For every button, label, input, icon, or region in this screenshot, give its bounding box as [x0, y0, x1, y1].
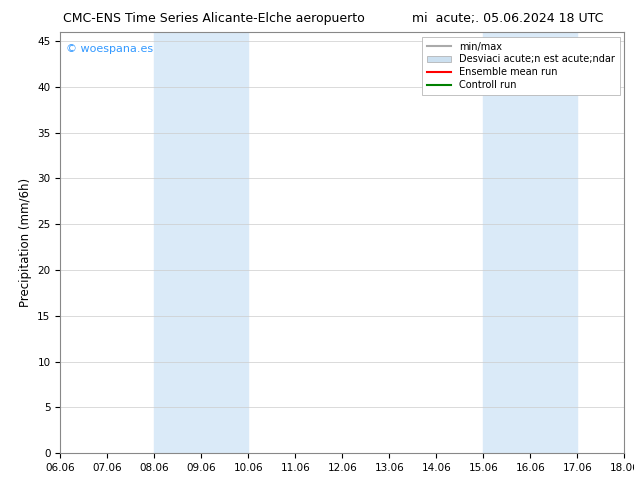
- Text: mi  acute;. 05.06.2024 18 UTC: mi acute;. 05.06.2024 18 UTC: [412, 12, 604, 25]
- Y-axis label: Precipitation (mm/6h): Precipitation (mm/6h): [18, 178, 32, 307]
- Text: © woespana.es: © woespana.es: [66, 45, 153, 54]
- Bar: [154, 32, 249, 453]
- Bar: [483, 32, 578, 453]
- Text: CMC-ENS Time Series Alicante-Elche aeropuerto: CMC-ENS Time Series Alicante-Elche aerop…: [63, 12, 365, 25]
- Legend: min/max, Desviaci acute;n est acute;ndar, Ensemble mean run, Controll run: min/max, Desviaci acute;n est acute;ndar…: [422, 37, 619, 95]
